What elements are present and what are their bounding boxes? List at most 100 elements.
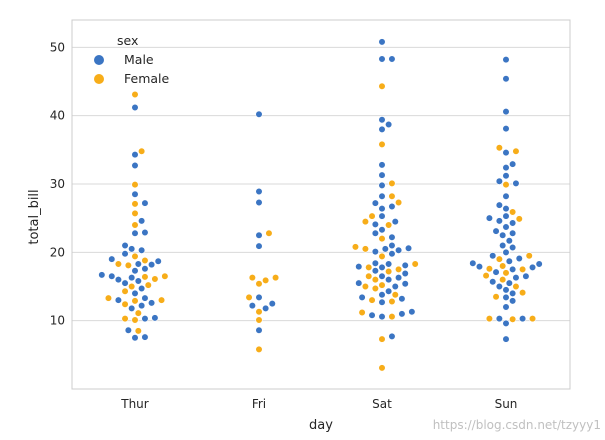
data-point-male-thur bbox=[138, 217, 146, 225]
data-point-male-sun bbox=[502, 286, 510, 294]
data-point-male-sat bbox=[385, 276, 393, 284]
data-point-male-thur bbox=[141, 265, 149, 273]
watermark-text: https://blog.csdn.net/tzyyy1 bbox=[433, 418, 601, 432]
data-point-male-thur bbox=[128, 245, 136, 253]
data-point-female-sun bbox=[528, 315, 537, 323]
data-point-female-sun bbox=[518, 289, 527, 297]
data-point-male-sat bbox=[378, 312, 386, 321]
data-point-male-sat bbox=[388, 332, 396, 340]
data-point-male-sat bbox=[381, 245, 389, 253]
data-point-female-thur bbox=[131, 297, 139, 305]
data-point-male-sat bbox=[378, 291, 386, 299]
data-point-male-sat bbox=[378, 116, 386, 124]
y-tick-label: 30 bbox=[50, 177, 65, 191]
data-point-male-sun bbox=[509, 243, 517, 252]
data-point-male-thur bbox=[131, 103, 139, 112]
data-point-female-fri bbox=[255, 308, 263, 316]
data-point-male-sat bbox=[378, 55, 386, 63]
data-point-female-thur bbox=[114, 260, 123, 268]
data-point-male-thur bbox=[98, 271, 106, 279]
data-point-female-thur bbox=[131, 200, 139, 208]
data-point-male-thur bbox=[128, 274, 136, 282]
data-point-female-sat bbox=[368, 212, 376, 220]
data-point-female-sat bbox=[371, 276, 379, 284]
data-point-female-sat bbox=[378, 252, 386, 261]
data-point-female-thur bbox=[134, 309, 142, 317]
data-point-female-sat bbox=[368, 296, 376, 304]
data-point-female-sat bbox=[378, 140, 386, 148]
data-point-female-sun bbox=[485, 265, 494, 273]
data-point-male-sat bbox=[371, 220, 379, 228]
data-point-female-thur bbox=[124, 261, 132, 269]
data-point-female-thur bbox=[131, 181, 139, 189]
data-point-male-thur bbox=[141, 294, 149, 302]
data-point-male-sun bbox=[495, 201, 503, 209]
data-point-male-sat bbox=[371, 259, 379, 267]
data-point-female-sat bbox=[361, 217, 370, 226]
data-point-male-sun bbox=[492, 268, 500, 276]
data-point-female-sun bbox=[502, 269, 510, 277]
y-axis-title: total_bill bbox=[27, 189, 42, 244]
data-point-male-sat bbox=[378, 125, 386, 133]
data-point-male-fri bbox=[255, 231, 263, 239]
data-point-female-sun bbox=[495, 255, 503, 263]
data-point-male-sat bbox=[401, 261, 409, 269]
data-point-female-sun bbox=[515, 215, 523, 223]
data-point-female-thur bbox=[131, 252, 139, 261]
data-point-male-sun bbox=[502, 75, 510, 83]
data-point-male-sun bbox=[469, 259, 477, 267]
data-point-female-fri bbox=[245, 293, 253, 302]
data-point-male-sun bbox=[522, 272, 530, 280]
data-point-male-thur bbox=[131, 190, 139, 198]
x-tick-label: Thur bbox=[120, 397, 149, 411]
data-point-male-sun bbox=[502, 172, 510, 180]
data-point-male-fri bbox=[262, 304, 270, 312]
data-point-male-thur bbox=[141, 333, 149, 341]
data-point-male-sun bbox=[505, 257, 513, 265]
data-point-male-thur bbox=[141, 315, 149, 323]
data-point-male-thur bbox=[141, 199, 149, 207]
data-point-female-sat bbox=[388, 179, 396, 187]
data-point-female-thur bbox=[144, 281, 152, 289]
data-point-male-thur bbox=[108, 272, 116, 280]
data-point-male-sun bbox=[502, 164, 510, 172]
data-point-male-sun bbox=[495, 217, 503, 225]
data-point-male-sat bbox=[391, 282, 399, 291]
data-point-male-fri bbox=[255, 187, 263, 196]
data-point-male-sat bbox=[385, 287, 393, 295]
data-point-male-fri bbox=[268, 299, 276, 308]
data-point-female-sat bbox=[385, 267, 393, 276]
data-point-female-thur bbox=[138, 147, 146, 155]
data-point-male-thur bbox=[138, 284, 146, 293]
data-point-male-sat bbox=[408, 308, 416, 316]
data-point-female-thur bbox=[157, 296, 166, 304]
data-point-male-thur bbox=[138, 302, 146, 310]
plot-area-frame bbox=[71, 19, 571, 390]
data-point-male-sat bbox=[378, 38, 386, 46]
data-point-male-sat bbox=[378, 205, 386, 213]
data-point-female-sun bbox=[495, 144, 503, 152]
data-point-male-thur bbox=[134, 260, 142, 268]
legend-title: sex bbox=[117, 33, 138, 48]
data-point-male-sun bbox=[518, 315, 527, 323]
data-point-female-sat bbox=[378, 235, 386, 243]
data-point-female-fri bbox=[265, 229, 273, 237]
x-tick-label: Sun bbox=[495, 397, 518, 411]
data-point-male-sun bbox=[502, 303, 510, 311]
data-point-male-sun bbox=[502, 192, 510, 200]
data-point-female-sat bbox=[358, 308, 366, 317]
data-point-male-sat bbox=[401, 280, 409, 288]
data-point-male-thur bbox=[151, 314, 159, 322]
data-point-male-thur bbox=[147, 261, 156, 269]
y-tick-label: 40 bbox=[50, 109, 65, 123]
data-point-female-sat bbox=[365, 272, 373, 280]
data-point-male-thur bbox=[131, 151, 139, 159]
data-point-female-sat bbox=[371, 284, 379, 293]
data-point-male-sun bbox=[495, 315, 503, 323]
data-point-female-sat bbox=[388, 312, 396, 321]
data-point-female-sat bbox=[378, 82, 386, 90]
data-point-female-sun bbox=[499, 276, 507, 284]
data-point-male-sat bbox=[394, 246, 403, 254]
data-point-male-sat bbox=[355, 263, 363, 271]
data-point-male-thur bbox=[121, 279, 129, 287]
